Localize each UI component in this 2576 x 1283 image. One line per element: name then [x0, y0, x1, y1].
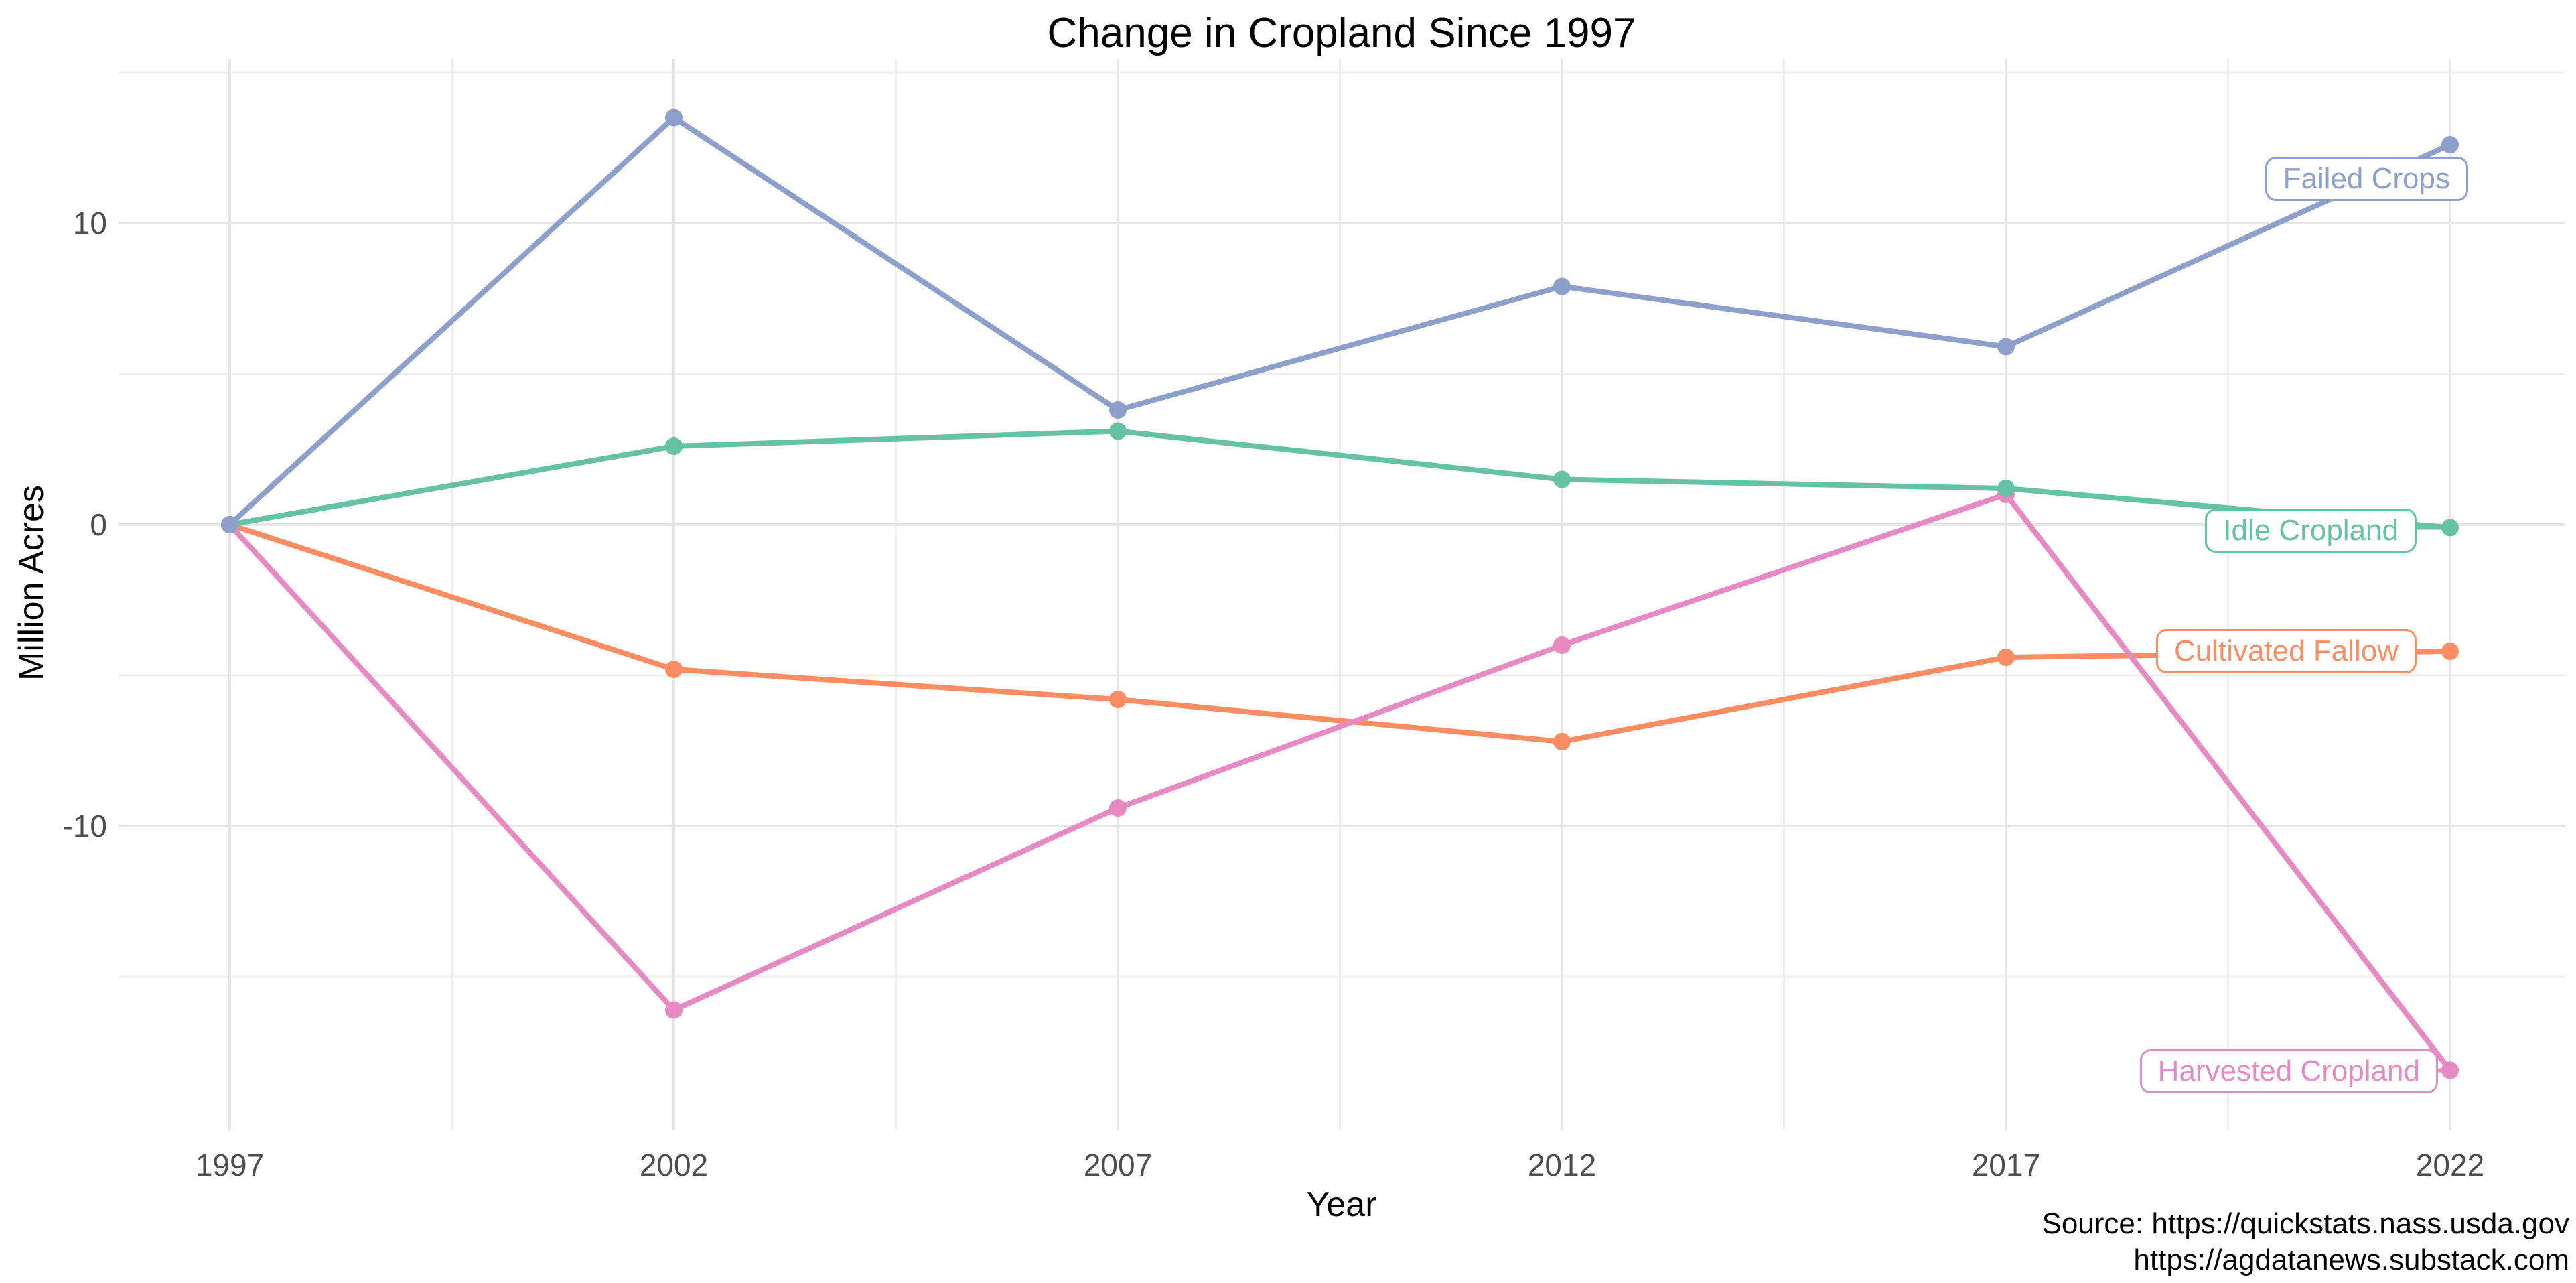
- data-point: [1553, 636, 1571, 654]
- series-label-idle-cropland: Idle Cropland: [2205, 508, 2417, 553]
- data-point: [1109, 799, 1127, 817]
- data-point: [665, 1001, 683, 1019]
- y-tick-label: -10: [62, 809, 107, 843]
- data-point: [1109, 401, 1127, 419]
- y-tick-label: 10: [72, 206, 107, 241]
- data-point: [2441, 136, 2459, 153]
- data-point: [665, 109, 683, 127]
- data-point: [1553, 470, 1571, 488]
- data-point: [2441, 519, 2459, 537]
- data-point: [1997, 480, 2015, 497]
- data-point: [221, 516, 238, 533]
- data-point: [665, 437, 683, 455]
- data-point: [1997, 649, 2015, 666]
- source-line-1: Source: https://quickstats.nass.usda.gov: [2042, 1207, 2569, 1240]
- series-label-harvested-cropland: Harvested Cropland: [2139, 1049, 2438, 1093]
- data-point: [1109, 422, 1127, 440]
- series-line-harvested-cropland: [227, 492, 2453, 1073]
- x-tick-label: 2012: [1527, 1148, 1597, 1183]
- data-point: [1553, 733, 1571, 750]
- x-axis-title: Year: [1306, 1185, 1377, 1224]
- data-point: [1109, 691, 1127, 708]
- x-tick-label: 1997: [195, 1148, 265, 1183]
- source-attribution: Source: https://quickstats.nass.usda.gov…: [2042, 1206, 2569, 1278]
- x-tick-label: 2022: [2415, 1148, 2485, 1183]
- chart-title: Change in Cropland Since 1997: [1047, 10, 1636, 56]
- data-point: [1553, 277, 1571, 295]
- series-label-failed-crops: Failed Crops: [2265, 157, 2468, 201]
- source-line-2: https://agdatanews.substack.com: [2133, 1243, 2569, 1276]
- x-tick-label: 2017: [1971, 1148, 2041, 1183]
- series-label-cultivated-fallow: Cultivated Fallow: [2155, 629, 2417, 673]
- series-line-idle-cropland: [227, 428, 2453, 531]
- y-axis-title: Million Acres: [12, 485, 51, 681]
- data-point: [1997, 338, 2015, 356]
- data-point: [665, 661, 683, 678]
- x-tick-label: 2002: [639, 1148, 709, 1183]
- data-point: [2441, 1061, 2459, 1079]
- x-tick-label: 2007: [1083, 1148, 1153, 1183]
- data-point: [2441, 643, 2459, 660]
- series-line-cultivated-fallow: [227, 522, 2453, 744]
- y-tick-label: 0: [90, 507, 107, 542]
- series-line-failed-crops: [227, 115, 2453, 527]
